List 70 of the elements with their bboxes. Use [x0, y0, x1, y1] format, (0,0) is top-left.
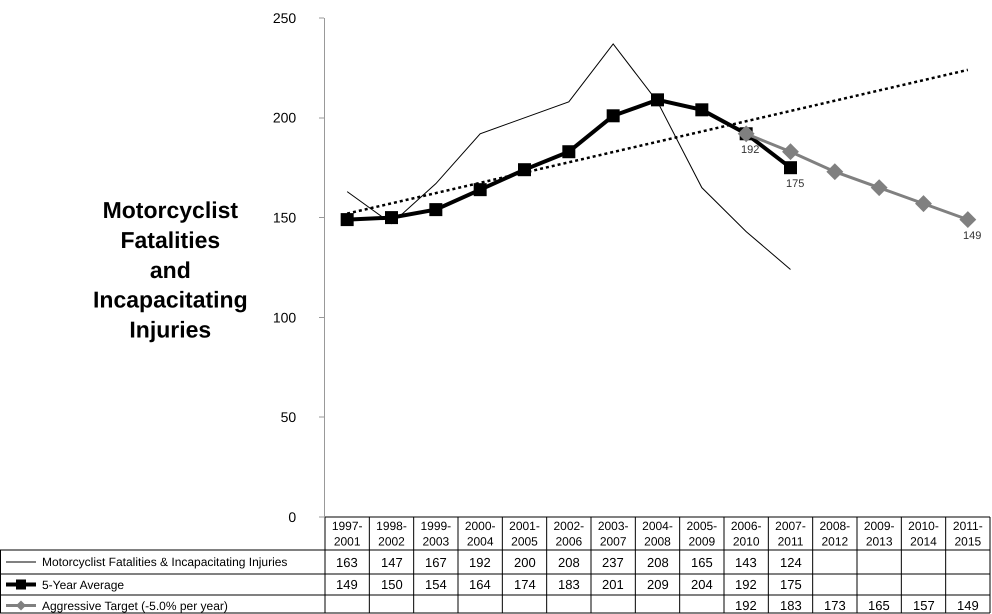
data-label: 204	[691, 577, 713, 592]
data-label: 209	[647, 577, 669, 592]
y-tick-label: 200	[272, 110, 296, 126]
x-tick-label: 2009-2013	[864, 519, 895, 549]
point	[784, 161, 797, 174]
x-tick-label: 2006-2010	[730, 519, 762, 549]
point	[782, 143, 799, 160]
point	[651, 93, 664, 106]
point	[915, 195, 932, 212]
data-label: 154	[425, 577, 447, 592]
data-label: 208	[647, 555, 669, 570]
data-label: 175	[780, 577, 802, 592]
data-label: 157	[913, 598, 935, 613]
x-tick-label: 1998-2002	[376, 519, 407, 549]
x-tick-label: 2001-2005	[509, 519, 540, 549]
x-tick-label: 2000-2004	[464, 519, 496, 549]
annotation: 192	[741, 144, 760, 156]
data-label: 149	[957, 598, 979, 613]
y-tick-label: 100	[272, 309, 296, 326]
point	[826, 163, 844, 180]
x-tick-label: 2003-2007	[598, 519, 629, 549]
data-label: 208	[558, 555, 580, 570]
data-label: 200	[514, 555, 536, 570]
y-tick-label: 250	[272, 10, 296, 26]
point	[429, 203, 442, 216]
x-tick-label: 1997-2001	[332, 519, 363, 549]
data-label: 183	[780, 598, 802, 613]
x-tick-label: 1999-2003	[420, 519, 452, 549]
point	[606, 109, 620, 122]
data-label: 237	[602, 555, 624, 570]
data-label: 173	[824, 598, 846, 613]
data-label: 163	[336, 555, 358, 570]
point	[695, 103, 708, 116]
text: Motorcyclist Fatalities and Incapacitating Injuries	[93, 197, 248, 343]
x-tick-label: 2011-2015	[952, 519, 983, 549]
data-label: 147	[381, 555, 403, 570]
annotation: 149	[963, 230, 982, 242]
data-label: 183	[558, 577, 580, 592]
data-label: 165	[868, 598, 890, 613]
data-label: 149	[336, 577, 358, 592]
data-label: 164	[469, 577, 491, 592]
data-label: 165	[691, 555, 713, 570]
point	[870, 179, 888, 196]
y-tick-label: 150	[272, 210, 296, 226]
point	[474, 183, 487, 196]
data-label: 192	[735, 577, 757, 592]
x-tick-label: 2008-2012	[819, 519, 850, 549]
annotation: 175	[786, 178, 804, 190]
x-tick-label: 2002-2006	[553, 519, 584, 549]
point	[562, 145, 576, 158]
x-tick-label: 2004-2008	[642, 519, 673, 549]
data-label: 150	[381, 577, 403, 592]
data-label: 174	[514, 577, 536, 592]
data-label: 167	[425, 555, 447, 570]
y-tick-label: 0	[288, 508, 296, 525]
x-tick-label: 2007-2011	[775, 519, 806, 549]
legend-label: Motorcyclist Fatalities & Incapacitating Injuries	[42, 555, 288, 569]
y-tick-label: 50	[280, 409, 296, 426]
point	[959, 211, 976, 228]
data-label: 201	[602, 577, 624, 592]
data-label: 192	[735, 598, 757, 613]
legend-label: Aggressive Target (-5.0% per year)	[42, 599, 228, 613]
point	[385, 211, 398, 224]
legend-label: 5-Year Average	[42, 578, 124, 592]
data-label: 124	[780, 555, 802, 570]
x-tick-label: 2005-2009	[686, 519, 718, 549]
x-tick-label: 2010-2014	[908, 519, 939, 549]
data-label: 143	[735, 555, 757, 570]
data-label: 192	[469, 555, 491, 570]
point	[340, 213, 354, 226]
